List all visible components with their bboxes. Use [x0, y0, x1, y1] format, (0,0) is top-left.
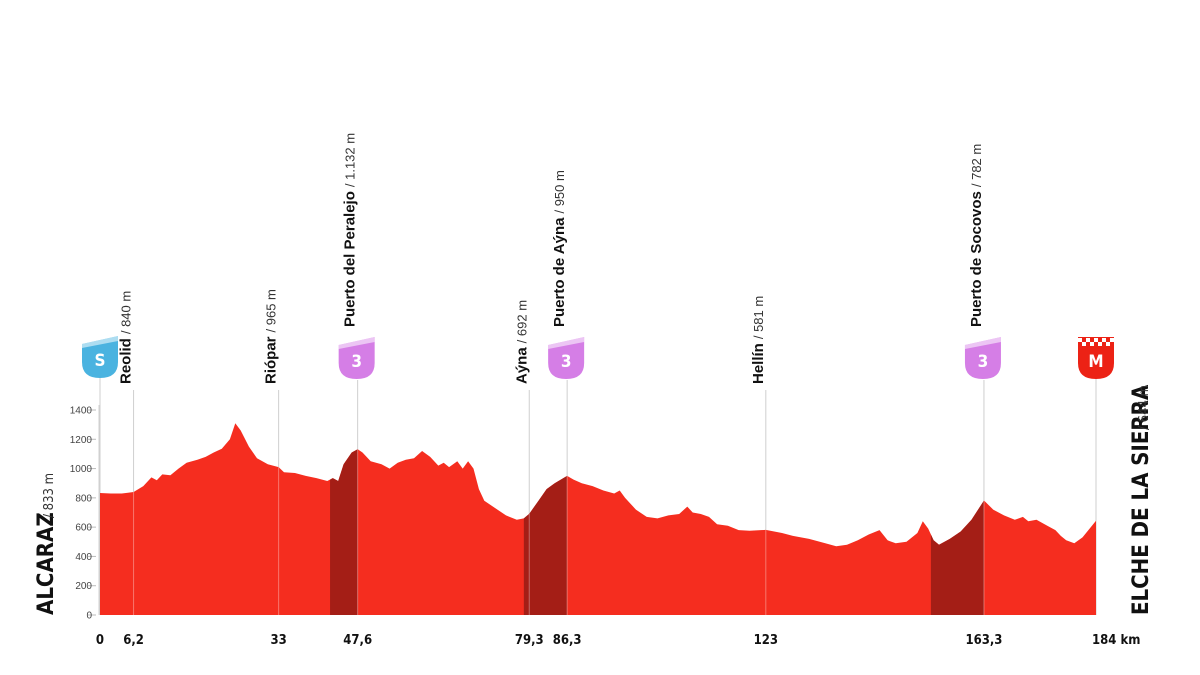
- x-tick-label: 47,6: [343, 633, 372, 648]
- checkered-square: [1098, 342, 1102, 346]
- kom-category-badge: 3: [338, 337, 375, 379]
- waypoint-altitude: / 581 m: [751, 296, 766, 339]
- waypoint-label: Reolid / 840 m: [118, 291, 135, 384]
- kom-category-badge-stripe: [548, 337, 585, 349]
- start-badge-stripe: [82, 336, 118, 348]
- waypoint-altitude: / 950 m: [552, 170, 567, 213]
- kom-category-badge-text: 3: [351, 352, 362, 372]
- waypoint-name: Hellín: [750, 343, 767, 384]
- waypoint-name: Reolid: [118, 338, 135, 384]
- y-tick-label: 1400: [70, 406, 93, 417]
- waypoint-name: Puerto del Peralejo: [342, 191, 359, 327]
- x-tick-label: 163,3: [965, 633, 1002, 648]
- start-badge: S: [82, 336, 118, 378]
- x-tick-label: 79,3: [515, 633, 544, 648]
- climb-segment: [523, 475, 568, 615]
- waypoint-altitude: / 1.132 m: [343, 133, 358, 187]
- y-tick-label: 800: [75, 493, 92, 504]
- finish-badge: M: [1078, 337, 1114, 379]
- waypoint-altitude: / 840 m: [119, 291, 134, 334]
- waypoint-name: Aýna: [513, 347, 530, 384]
- finish-town-name: ELCHE DE LA SIERRA: [1129, 384, 1154, 615]
- checkered-square: [1094, 338, 1098, 342]
- y-tick-label: 400: [75, 552, 92, 563]
- kom-category-badge-shape: [338, 337, 375, 379]
- kom-category-badge-shape: [548, 337, 585, 379]
- finish-badge-shape: [1078, 337, 1114, 379]
- y-tick-label: 0: [86, 611, 92, 622]
- waypoint-label: Aýna / 692 m: [513, 300, 530, 384]
- waypoint-label: Puerto de Socovos / 782 m: [968, 144, 985, 327]
- checkered-square: [1086, 338, 1090, 342]
- start-badge-shape: [82, 336, 118, 378]
- climb-segment: [330, 449, 358, 615]
- kom-category-badge-stripe: [964, 337, 1001, 349]
- badges: S M 3 3 3: [82, 336, 1114, 379]
- waypoint-label: Riópar / 965 m: [263, 289, 280, 384]
- kom-category-badge: 3: [964, 337, 1001, 379]
- waypoint-name: Puerto de Socovos: [968, 191, 985, 327]
- waypoint-label: Puerto de Aýna / 950 m: [551, 170, 568, 327]
- finish-badge-text: M: [1088, 352, 1103, 372]
- checkered-square: [1102, 338, 1106, 342]
- kom-category-badge: 3: [548, 337, 585, 379]
- waypoint-altitude: / 692 m: [514, 300, 529, 343]
- x-tick-label: 123: [754, 633, 778, 648]
- start-town-name: ALCARAZ: [34, 512, 59, 615]
- checkered-square: [1082, 342, 1086, 346]
- kom-category-badge-text: 3: [561, 352, 572, 372]
- checkered-square: [1110, 338, 1114, 342]
- waypoint-label: Puerto del Peralejo / 1.132 m: [342, 133, 359, 327]
- y-tick-label: 1000: [70, 464, 93, 475]
- checkered-square: [1090, 342, 1094, 346]
- waypoint-altitude: / 782 m: [969, 144, 984, 187]
- kom-category-badge-stripe: [338, 337, 375, 349]
- start-town-altitude: / 833 m: [42, 473, 57, 518]
- y-axis: 0 200 400 600 800 1000 1200 1400: [70, 405, 100, 622]
- climb-segments: [133, 449, 985, 615]
- x-tick-label: 6,2: [123, 633, 144, 648]
- kom-category-badge-text: 3: [978, 352, 989, 372]
- y-tick-label: 200: [75, 581, 92, 592]
- climb-segment: [930, 500, 984, 615]
- x-tick-label: 184 km: [1092, 633, 1140, 648]
- waypoint-name: Puerto de Aýna: [551, 217, 568, 327]
- x-tick-label: 0: [96, 633, 104, 648]
- y-tick-label: 1200: [70, 435, 93, 446]
- y-tick-label: 600: [75, 523, 92, 534]
- waypoint-labels: Reolid / 840 m Riópar / 965 m Puerto del Per…: [118, 133, 985, 384]
- finish-town-altitude: / 644 m: [1137, 385, 1152, 430]
- x-tick-label: 86,3: [553, 633, 582, 648]
- x-axis-ticks: 0 6,2 33 47,6 79,3 86,3 123 163,3 184 km: [96, 633, 1141, 648]
- waypoint-altitude: / 965 m: [264, 289, 279, 332]
- checkered-square: [1106, 342, 1110, 346]
- kom-category-badge-shape: [964, 337, 1001, 379]
- waypoint-label: Hellín / 581 m: [750, 296, 767, 384]
- start-badge-text: S: [94, 351, 105, 371]
- checkered-square: [1078, 338, 1082, 342]
- waypoint-name: Riópar: [263, 336, 280, 384]
- x-tick-label: 33: [270, 633, 286, 648]
